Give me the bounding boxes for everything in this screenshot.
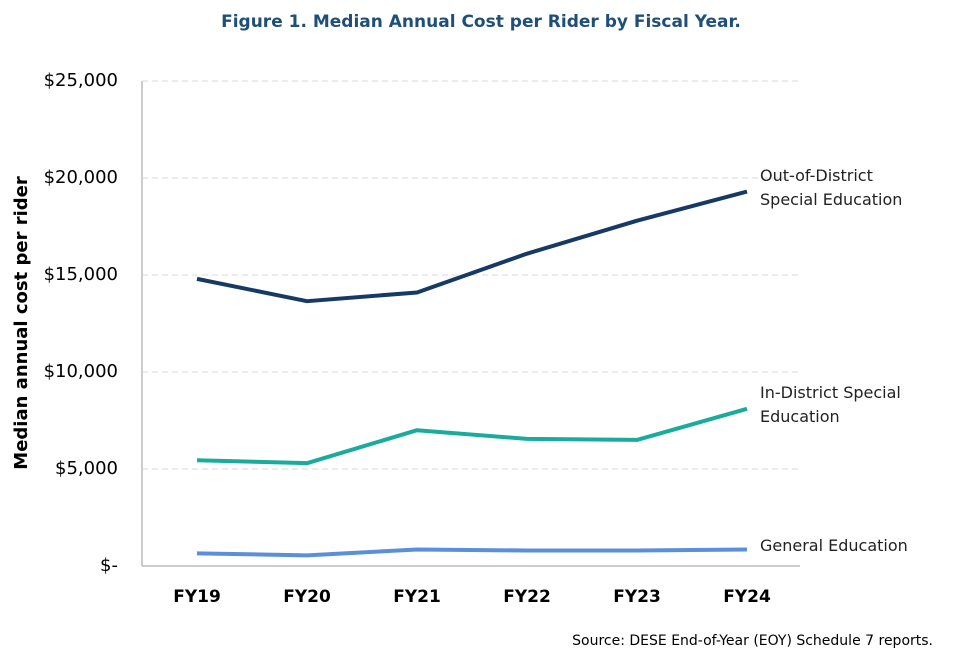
series-label: Out-of-District Special Education (760, 165, 903, 209)
y-tick-label: $15,000 (44, 264, 118, 285)
x-tick-label: FY19 (173, 587, 221, 607)
y-axis-label: Median annual cost per rider (11, 176, 32, 470)
source-note: Source: DESE End-of-Year (EOY) Schedule … (572, 633, 933, 649)
chart-title: Figure 1. Median Annual Cost per Rider b… (221, 12, 741, 32)
y-tick-label: $5,000 (55, 458, 118, 479)
x-tick-label: FY21 (393, 587, 441, 607)
series-label: General Education (760, 535, 908, 555)
x-tick-label: FY20 (283, 587, 331, 607)
y-tick-label: $10,000 (44, 361, 118, 382)
series-line (196, 406, 748, 466)
series-line (196, 547, 748, 558)
x-tick-label: FY24 (723, 587, 771, 607)
y-tick-label: $25,000 (44, 70, 118, 91)
series-line (196, 189, 748, 304)
x-tick-label: FY22 (503, 587, 551, 607)
x-tick-label: FY23 (613, 587, 661, 607)
y-tick-label: $- (100, 555, 118, 576)
y-tick-label: $20,000 (44, 167, 118, 188)
series-label: In-District Special Education (760, 382, 901, 426)
